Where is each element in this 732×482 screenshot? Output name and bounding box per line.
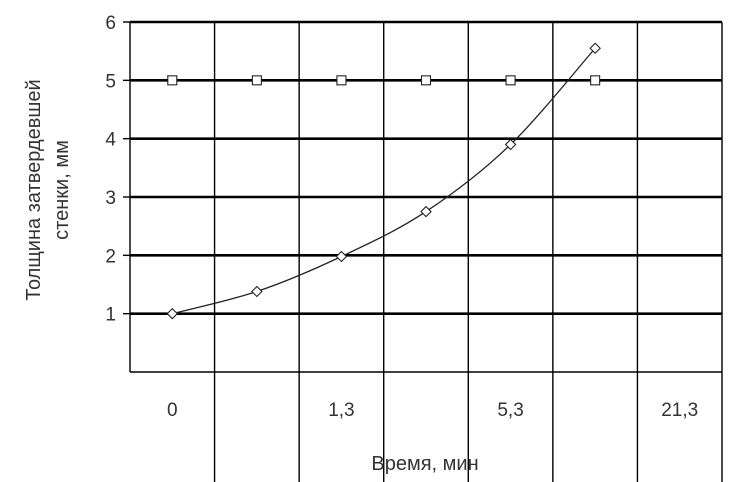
series-1 bbox=[166, 42, 601, 320]
y-tick-label: 1 bbox=[105, 305, 116, 326]
square-data-point bbox=[420, 75, 432, 86]
square-data-point bbox=[590, 75, 601, 86]
series-2 bbox=[167, 75, 601, 86]
series-layer bbox=[166, 42, 601, 320]
square-data-point bbox=[336, 75, 347, 86]
y-axis-title-line2: стенки, мм bbox=[51, 140, 73, 240]
y-tick-label: 5 bbox=[105, 71, 116, 92]
y-axis-title-line1: Толщина затвердевшей bbox=[23, 79, 45, 300]
x-tick-label: 21,3 bbox=[661, 400, 698, 421]
y-tick-label: 4 bbox=[105, 130, 116, 151]
y-tick-labels: 1 2 3 4 5 6 bbox=[105, 13, 116, 326]
diamond-data-point bbox=[166, 307, 179, 320]
diamond-data-point bbox=[335, 250, 348, 263]
x-tick-label: 5,3 bbox=[497, 400, 523, 421]
y-tick-label: 3 bbox=[105, 188, 116, 209]
diamond-data-point bbox=[504, 138, 517, 151]
x-axis-title: Время, мин bbox=[371, 453, 478, 475]
square-data-point bbox=[167, 75, 178, 86]
x-tick-label: 0 bbox=[167, 400, 178, 421]
y-tick-label: 2 bbox=[105, 246, 116, 267]
vertical-gridlines bbox=[129, 22, 723, 482]
square-data-point bbox=[251, 75, 262, 86]
x-tick-label: 1,3 bbox=[328, 400, 354, 421]
y-tick-label: 6 bbox=[105, 13, 116, 34]
diamond-data-point bbox=[589, 42, 601, 55]
horizontal-gridlines bbox=[123, 20, 722, 315]
x-tick-labels: 0 1,3 5,3 21,3 bbox=[167, 400, 698, 421]
series-line bbox=[172, 47, 596, 315]
diamond-data-point bbox=[420, 205, 432, 218]
y-axis-title: Толщина затвердевшей стенки, мм bbox=[23, 79, 73, 300]
square-data-point bbox=[505, 75, 516, 86]
diamond-data-point bbox=[251, 285, 263, 298]
